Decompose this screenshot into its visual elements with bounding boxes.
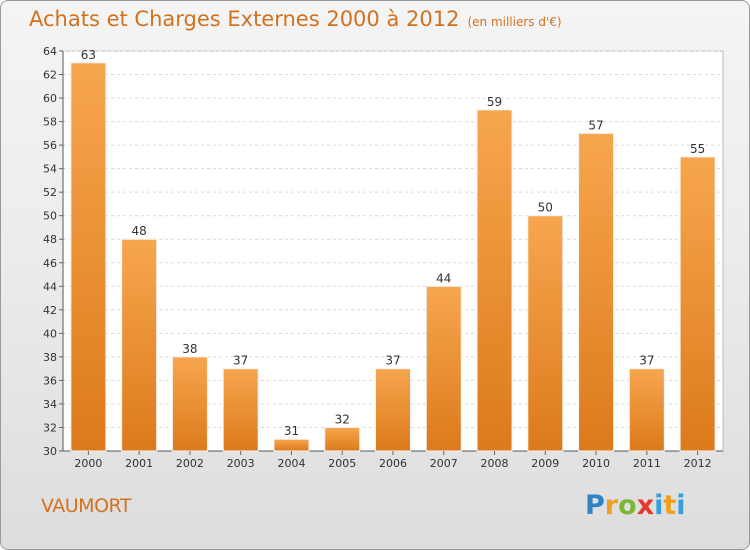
y-tick-label: 38 bbox=[43, 351, 57, 364]
chart-title: Achats et Charges Externes 2000 à 2012 (e… bbox=[29, 7, 562, 31]
y-tick-label: 58 bbox=[43, 116, 57, 129]
y-tick-label: 46 bbox=[43, 257, 57, 270]
bar-2009 bbox=[527, 215, 564, 452]
x-tick-label: 2003 bbox=[227, 457, 255, 470]
y-tick-label: 32 bbox=[43, 421, 57, 434]
x-tick-label: 2010 bbox=[582, 457, 610, 470]
bar-2000 bbox=[70, 62, 107, 452]
y-tick-label: 64 bbox=[43, 45, 57, 58]
x-tick-label: 2007 bbox=[430, 457, 458, 470]
x-tick-label: 2005 bbox=[328, 457, 356, 470]
y-tick-label: 40 bbox=[43, 327, 57, 340]
place-name: VAUMORT bbox=[41, 495, 131, 517]
x-tick-label: 2006 bbox=[379, 457, 407, 470]
bar-2008 bbox=[476, 109, 513, 452]
title-unit: (en milliers d'€) bbox=[467, 15, 562, 29]
y-tick-label: 52 bbox=[43, 186, 57, 199]
value-label: 38 bbox=[182, 342, 197, 356]
bar-2001 bbox=[121, 238, 158, 452]
bar-2002 bbox=[171, 356, 208, 452]
value-label: 32 bbox=[335, 412, 350, 426]
proxiti-logo: Proxiti bbox=[585, 490, 686, 521]
x-tick-label: 2008 bbox=[481, 457, 509, 470]
y-tick-label: 54 bbox=[43, 163, 57, 176]
y-tick-label: 62 bbox=[43, 69, 57, 82]
value-label: 48 bbox=[132, 224, 147, 238]
y-tick-label: 42 bbox=[43, 304, 57, 317]
y-tick-label: 56 bbox=[43, 139, 57, 152]
value-label: 57 bbox=[588, 118, 603, 132]
bar-2007 bbox=[425, 285, 462, 452]
y-tick-label: 50 bbox=[43, 210, 57, 223]
bar-2005 bbox=[324, 426, 361, 452]
x-tick-label: 2001 bbox=[125, 457, 153, 470]
x-tick-label: 2009 bbox=[531, 457, 559, 470]
bar-2004 bbox=[273, 438, 310, 452]
y-tick-label: 36 bbox=[43, 374, 57, 387]
bar-2011 bbox=[628, 368, 665, 452]
x-tick-label: 2011 bbox=[633, 457, 661, 470]
value-label: 37 bbox=[639, 354, 654, 368]
y-tick-label: 60 bbox=[43, 92, 57, 105]
value-label: 37 bbox=[385, 354, 400, 368]
value-label: 31 bbox=[284, 424, 299, 438]
y-tick-label: 48 bbox=[43, 233, 57, 246]
x-tick-label: 2012 bbox=[684, 457, 712, 470]
y-tick-label: 30 bbox=[43, 445, 57, 458]
y-tick-label: 44 bbox=[43, 280, 57, 293]
title-text: Achats et Charges Externes 2000 à 2012 bbox=[29, 7, 460, 31]
y-tick-label: 34 bbox=[43, 398, 57, 411]
bar-2010 bbox=[578, 132, 615, 452]
value-label: 59 bbox=[487, 95, 502, 109]
bar-2003 bbox=[222, 368, 259, 452]
bar-2006 bbox=[375, 368, 411, 452]
value-label: 55 bbox=[690, 142, 705, 156]
x-tick-label: 2000 bbox=[74, 457, 102, 470]
value-label: 50 bbox=[538, 201, 553, 215]
x-tick-label: 2002 bbox=[176, 457, 204, 470]
value-label: 37 bbox=[233, 354, 248, 368]
value-label: 44 bbox=[436, 271, 451, 285]
value-label: 63 bbox=[81, 48, 96, 62]
bar-2012 bbox=[679, 156, 716, 452]
x-tick-label: 2004 bbox=[277, 457, 305, 470]
